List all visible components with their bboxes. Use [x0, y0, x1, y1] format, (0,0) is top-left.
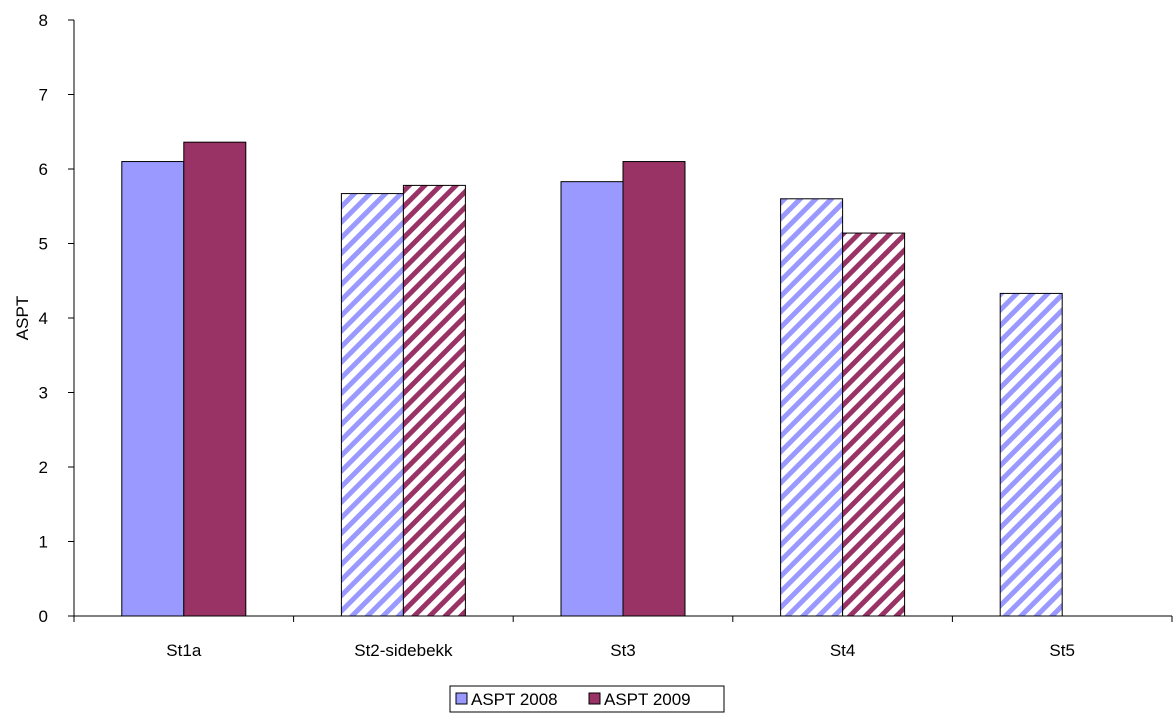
axes-group	[68, 20, 1173, 622]
x-category-label: St5	[1049, 641, 1075, 660]
y-tick-label: 2	[39, 458, 48, 477]
y-tick-label: 0	[39, 607, 48, 626]
x-category-label: St2-sidebekk	[354, 641, 453, 660]
y-tick-label: 3	[39, 384, 48, 403]
x-category-label: St4	[830, 641, 856, 660]
bar-series-1-st1a	[121, 161, 185, 617]
bar-series-1-st4	[780, 198, 844, 617]
legend: ASPT 2008 ASPT 2009	[449, 685, 725, 713]
x-category-label: St1a	[166, 641, 202, 660]
legend-label: ASPT 2008	[471, 690, 558, 709]
legend-swatch	[588, 692, 601, 705]
y-tick-label: 6	[39, 160, 48, 179]
y-axis-title: ASPT	[13, 296, 32, 340]
legend-swatch	[455, 692, 468, 705]
y-tick-label: 1	[39, 533, 48, 552]
x-category-label: St3	[610, 641, 636, 660]
y-tick-label: 4	[39, 309, 48, 328]
legend-box	[449, 685, 725, 713]
y-tick-label: 5	[39, 235, 48, 254]
bar-series-1-st3	[560, 181, 624, 617]
bar-series-2-st1a	[183, 141, 247, 617]
legend-label: ASPT 2009	[604, 690, 691, 709]
bar-series-2-st3	[622, 161, 686, 617]
y-tick-label: 7	[39, 86, 48, 105]
bar-series-1-st5	[999, 292, 1063, 617]
x-axis-labels: St1a St2-sidebekk St3 St4 St5	[166, 641, 1075, 660]
bar-series-1-st2-sidebekk	[340, 193, 404, 617]
y-axis-title-group: ASPT	[13, 296, 32, 340]
bar-series-2-st4	[842, 232, 906, 617]
bar-series-2-st2-sidebekk	[402, 184, 466, 617]
bars-group	[121, 141, 1063, 617]
y-axis-ticks: 0 1 2 3 4 5 6 7 8	[39, 11, 74, 626]
y-tick-label: 8	[39, 11, 48, 30]
